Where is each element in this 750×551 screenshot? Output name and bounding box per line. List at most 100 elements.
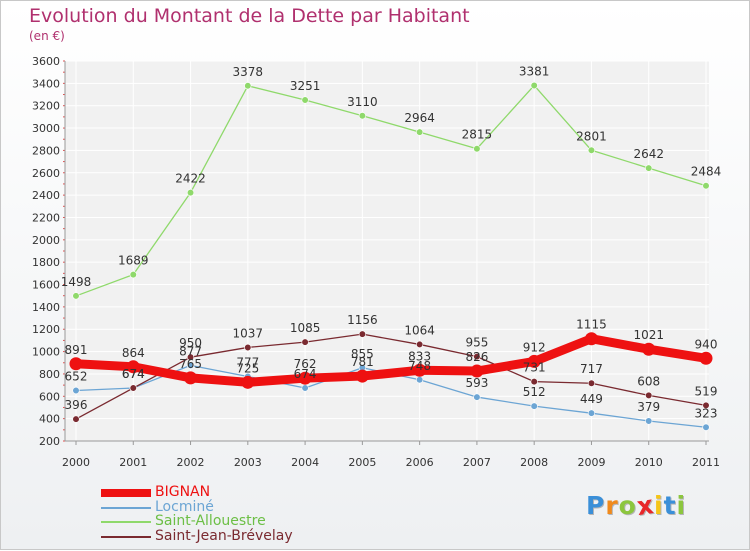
data-label: 826 (465, 350, 488, 364)
data-label: 955 (465, 336, 488, 350)
data-point (702, 401, 710, 409)
legend-label: Saint-Allouestre (155, 513, 266, 529)
data-label: 877 (179, 344, 202, 358)
data-point (126, 360, 140, 374)
data-label: 674 (294, 367, 317, 381)
data-point (587, 146, 596, 154)
data-label: 762 (294, 357, 317, 371)
data-point (244, 343, 252, 352)
series-line (75, 333, 707, 420)
data-point (530, 81, 538, 90)
data-point (702, 423, 710, 431)
data-point (587, 409, 596, 417)
y-tick-label: 3400 (32, 77, 60, 90)
data-label: 3381 (519, 64, 550, 78)
data-point (470, 364, 484, 378)
data-point (186, 353, 195, 361)
x-tick-label: 2000 (62, 456, 90, 469)
x-tick-label: 2003 (234, 456, 262, 469)
data-point (72, 386, 80, 395)
data-point (645, 417, 653, 425)
data-label: 950 (179, 336, 202, 350)
logo-letter: t (663, 491, 677, 520)
data-point (69, 357, 83, 371)
series-line (75, 84, 707, 297)
data-point (358, 112, 366, 120)
data-label: 323 (695, 406, 718, 420)
x-tick-label: 2004 (291, 456, 319, 469)
data-point (186, 189, 195, 197)
legend-label: Locminé (155, 498, 214, 515)
proxiti-logo: Proxiti (586, 490, 686, 521)
data-point (241, 375, 255, 389)
x-tick-label: 2005 (348, 456, 376, 469)
y-tick-label: 3600 (32, 55, 60, 68)
data-point (244, 82, 252, 90)
data-label: 748 (408, 359, 431, 373)
data-point (129, 270, 137, 279)
x-tick-label: 2007 (463, 456, 491, 469)
data-point (473, 145, 481, 153)
data-point (301, 384, 309, 392)
y-tick-label: 2200 (32, 211, 60, 224)
data-label: 1021 (633, 328, 664, 342)
data-point (298, 371, 312, 385)
data-label: 940 (695, 337, 718, 351)
data-label: 725 (236, 361, 259, 375)
data-point (358, 330, 366, 338)
chart-title: Evolution du Montant de la Dette par Hab… (29, 5, 470, 27)
data-point (530, 402, 538, 410)
data-label: 3378 (233, 65, 264, 79)
data-label: 1498 (61, 275, 92, 289)
data-label: 2422 (175, 172, 206, 186)
data-point (527, 354, 541, 368)
data-label: 519 (695, 384, 718, 398)
data-point (645, 391, 653, 400)
x-tick-label: 2002 (177, 456, 205, 469)
y-tick-label: 800 (39, 368, 60, 381)
y-tick-label: 1800 (32, 256, 60, 269)
y-tick-label: 2000 (32, 234, 60, 247)
data-label: 2642 (633, 147, 664, 161)
series-line (75, 334, 707, 387)
data-label: 1085 (290, 321, 321, 335)
data-label: 2801 (576, 129, 607, 143)
logo-letter: i (654, 491, 664, 520)
data-point (416, 376, 424, 384)
data-point (587, 379, 596, 387)
data-label: 1689 (118, 254, 149, 268)
y-tick-label: 600 (39, 390, 60, 403)
data-label: 512 (523, 385, 546, 399)
data-label: 396 (65, 398, 88, 412)
legend-item: Saint-Allouestre (101, 513, 361, 530)
y-tick-label: 1600 (32, 279, 60, 292)
data-label: 731 (523, 361, 546, 375)
y-tick-label: 2600 (32, 167, 60, 180)
legend-item: Locminé (101, 498, 361, 516)
legend-item: Saint-Jean-Brévelay (101, 528, 361, 545)
legend-swatch (101, 535, 151, 538)
data-label: 864 (122, 346, 145, 360)
data-label: 2815 (462, 128, 493, 142)
y-tick-label: 1000 (32, 346, 60, 359)
data-label: 1064 (404, 323, 435, 337)
data-point (473, 393, 481, 401)
data-label: 593 (465, 376, 488, 390)
data-point (301, 338, 309, 346)
data-point (416, 340, 424, 349)
data-label: 608 (637, 374, 660, 388)
x-tick-label: 2011 (692, 456, 720, 469)
data-label: 449 (580, 392, 603, 406)
x-tick-label: 2009 (577, 456, 605, 469)
x-tick-label: 2010 (635, 456, 663, 469)
data-point (699, 351, 713, 365)
y-tick-label: 400 (39, 413, 60, 426)
plot-area (65, 61, 709, 441)
y-tick-label: 2400 (32, 189, 60, 202)
y-tick-label: 3200 (32, 100, 60, 113)
legend-swatch (101, 506, 151, 509)
y-tick-label: 200 (39, 435, 60, 448)
data-point (530, 378, 538, 386)
x-tick-label: 2001 (119, 456, 147, 469)
